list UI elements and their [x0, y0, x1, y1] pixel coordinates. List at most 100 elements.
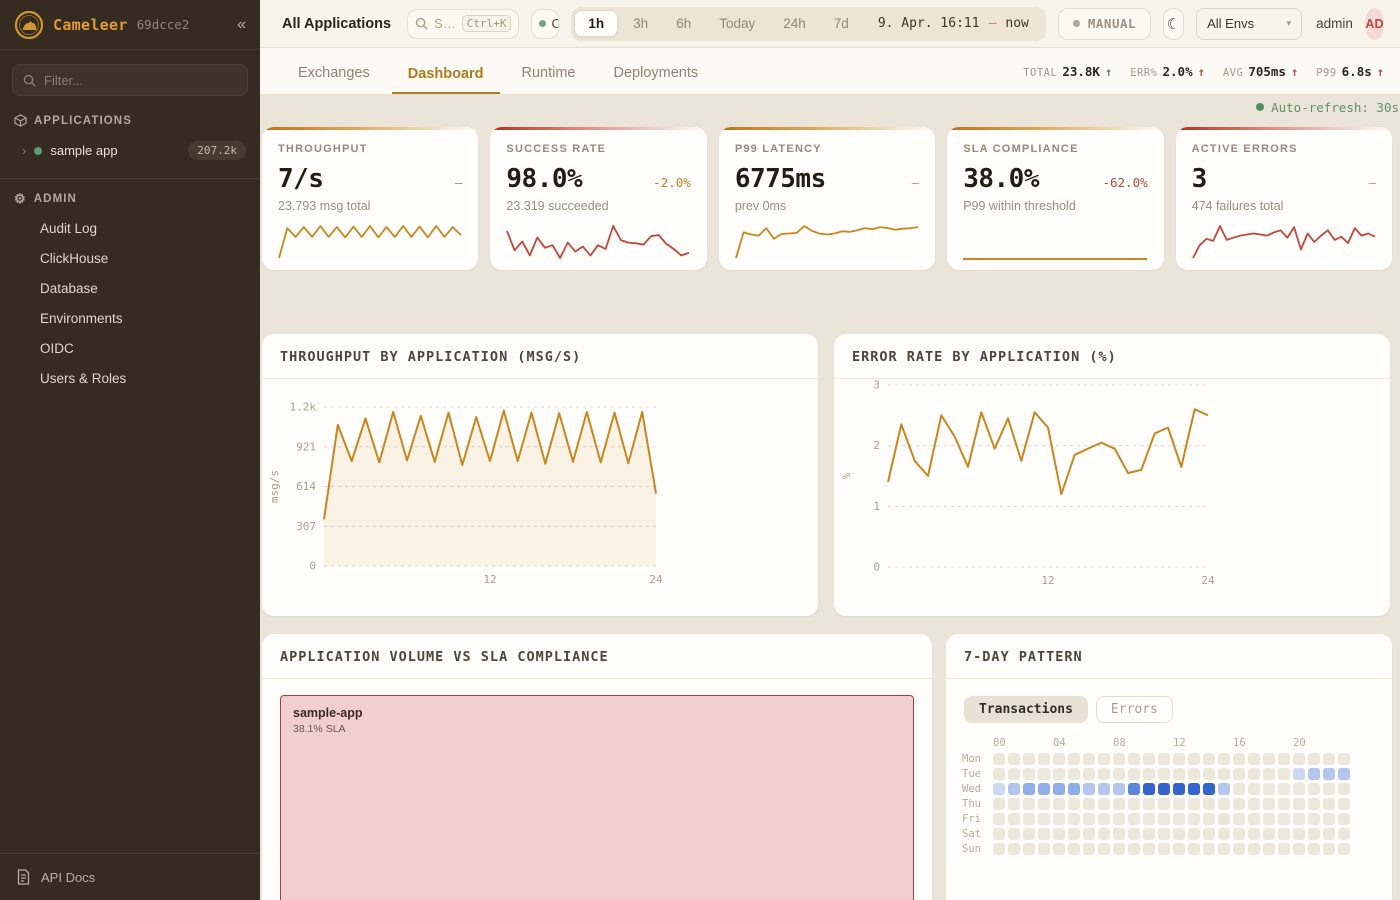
- dark-mode-toggle[interactable]: ☾: [1163, 7, 1185, 40]
- heatmap-cell[interactable]: [1323, 753, 1335, 765]
- heatmap-toggle-transactions[interactable]: Transactions: [964, 696, 1088, 723]
- heatmap-cell[interactable]: [1173, 828, 1185, 840]
- env-select[interactable]: All Envs ▾: [1196, 7, 1303, 40]
- heatmap-cell[interactable]: [1218, 783, 1230, 795]
- heatmap-cell[interactable]: [1038, 753, 1050, 765]
- filter-input[interactable]: [44, 72, 237, 88]
- heatmap-cell[interactable]: [1098, 843, 1110, 855]
- heatmap-cell[interactable]: [1113, 783, 1125, 795]
- heatmap-cell[interactable]: [1083, 828, 1095, 840]
- heatmap-cell[interactable]: [1113, 843, 1125, 855]
- heatmap-cell[interactable]: [1023, 783, 1035, 795]
- heatmap-cell[interactable]: [1293, 768, 1305, 780]
- heatmap-cell[interactable]: [1323, 813, 1335, 825]
- heatmap-cell[interactable]: [1308, 813, 1320, 825]
- heatmap-cell[interactable]: [1143, 813, 1155, 825]
- heatmap-cell[interactable]: [1293, 753, 1305, 765]
- heatmap-cell[interactable]: [1338, 798, 1350, 810]
- heatmap-cell[interactable]: [1218, 768, 1230, 780]
- heatmap-cell[interactable]: [1083, 813, 1095, 825]
- heatmap-cell[interactable]: [1113, 768, 1125, 780]
- heatmap-cell[interactable]: [1128, 798, 1140, 810]
- heatmap-cell[interactable]: [1173, 768, 1185, 780]
- heatmap-cell[interactable]: [1023, 828, 1035, 840]
- heatmap-cell[interactable]: [1278, 753, 1290, 765]
- sidebar-item-users-roles[interactable]: Users & Roles: [40, 370, 127, 386]
- heatmap-cell[interactable]: [1323, 783, 1335, 795]
- heatmap-cell[interactable]: [1053, 813, 1065, 825]
- heatmap-cell[interactable]: [1113, 813, 1125, 825]
- heatmap-cell[interactable]: [1098, 813, 1110, 825]
- heatmap-cell[interactable]: [1128, 843, 1140, 855]
- heatmap-cell[interactable]: [1263, 753, 1275, 765]
- heatmap-cell[interactable]: [1053, 768, 1065, 780]
- heatmap-cell[interactable]: [1218, 753, 1230, 765]
- sidebar-item-api-docs[interactable]: API Docs: [0, 853, 260, 900]
- tab-exchanges[interactable]: Exchanges: [298, 65, 370, 81]
- heatmap-cell[interactable]: [1023, 798, 1035, 810]
- heatmap-cell[interactable]: [1308, 768, 1320, 780]
- heatmap-cell[interactable]: [1233, 828, 1245, 840]
- sidebar-filter[interactable]: [12, 64, 248, 96]
- search-box[interactable]: S… Ctrl+K: [407, 8, 520, 39]
- heatmap-cell[interactable]: [1068, 768, 1080, 780]
- heatmap-cell[interactable]: [1158, 828, 1170, 840]
- heatmap-cell[interactable]: [1338, 843, 1350, 855]
- heatmap-cell[interactable]: [1233, 783, 1245, 795]
- tab-deployments[interactable]: Deployments: [613, 65, 699, 81]
- time-range-6h[interactable]: 6h: [676, 16, 692, 31]
- heatmap-cell[interactable]: [1323, 828, 1335, 840]
- heatmap-cell[interactable]: [1218, 813, 1230, 825]
- heatmap-cell[interactable]: [1308, 828, 1320, 840]
- heatmap-cell[interactable]: [1263, 828, 1275, 840]
- heatmap-cell[interactable]: [1293, 828, 1305, 840]
- heatmap-cell[interactable]: [1248, 783, 1260, 795]
- heatmap-cell[interactable]: [1248, 798, 1260, 810]
- tab-dashboard[interactable]: Dashboard: [391, 66, 500, 94]
- heatmap-cell[interactable]: [1323, 768, 1335, 780]
- heatmap-cell[interactable]: [1068, 828, 1080, 840]
- heatmap-cell[interactable]: [1248, 843, 1260, 855]
- heatmap-cell[interactable]: [993, 828, 1005, 840]
- heatmap-cell[interactable]: [1338, 768, 1350, 780]
- heatmap-cell[interactable]: [1173, 783, 1185, 795]
- heatmap-cell[interactable]: [1233, 768, 1245, 780]
- time-range-1h[interactable]: 1h: [574, 10, 619, 37]
- heatmap-cell[interactable]: [1308, 798, 1320, 810]
- heatmap-cell[interactable]: [1068, 753, 1080, 765]
- heatmap-cell[interactable]: [1293, 843, 1305, 855]
- manual-refresh-button[interactable]: MANUAL: [1057, 7, 1152, 40]
- heatmap-cell[interactable]: [1128, 783, 1140, 795]
- heatmap-cell[interactable]: [1188, 783, 1200, 795]
- heatmap-cell[interactable]: [1008, 798, 1020, 810]
- heatmap-cell[interactable]: [1323, 843, 1335, 855]
- heatmap-cell[interactable]: [1128, 768, 1140, 780]
- heatmap-cell[interactable]: [1278, 798, 1290, 810]
- heatmap-cell[interactable]: [1158, 768, 1170, 780]
- heatmap-cell[interactable]: [1008, 783, 1020, 795]
- heatmap-cell[interactable]: [1263, 798, 1275, 810]
- heatmap-cell[interactable]: [1068, 798, 1080, 810]
- heatmap-cell[interactable]: [1128, 753, 1140, 765]
- heatmap-cell[interactable]: [1338, 753, 1350, 765]
- heatmap-cell[interactable]: [1338, 813, 1350, 825]
- heatmap-cell[interactable]: [993, 783, 1005, 795]
- heatmap-cell[interactable]: [1038, 828, 1050, 840]
- heatmap-cell[interactable]: [1248, 828, 1260, 840]
- heatmap-cell[interactable]: [1008, 843, 1020, 855]
- heatmap-cell[interactable]: [1173, 753, 1185, 765]
- heatmap-cell[interactable]: [1098, 768, 1110, 780]
- heatmap-cell[interactable]: [1233, 798, 1245, 810]
- heatmap-toggle-errors[interactable]: Errors: [1095, 696, 1173, 723]
- heatmap-cell[interactable]: [1008, 813, 1020, 825]
- heatmap-cell[interactable]: [1188, 813, 1200, 825]
- heatmap-cell[interactable]: [1293, 798, 1305, 810]
- heatmap-cell[interactable]: [1233, 753, 1245, 765]
- heatmap-cell[interactable]: [1083, 783, 1095, 795]
- heatmap-cell[interactable]: [1083, 798, 1095, 810]
- heatmap-cell[interactable]: [1263, 783, 1275, 795]
- heatmap-cell[interactable]: [1173, 813, 1185, 825]
- heatmap-cell[interactable]: [1188, 768, 1200, 780]
- sidebar-item-database[interactable]: Database: [40, 280, 98, 296]
- heatmap-cell[interactable]: [1188, 843, 1200, 855]
